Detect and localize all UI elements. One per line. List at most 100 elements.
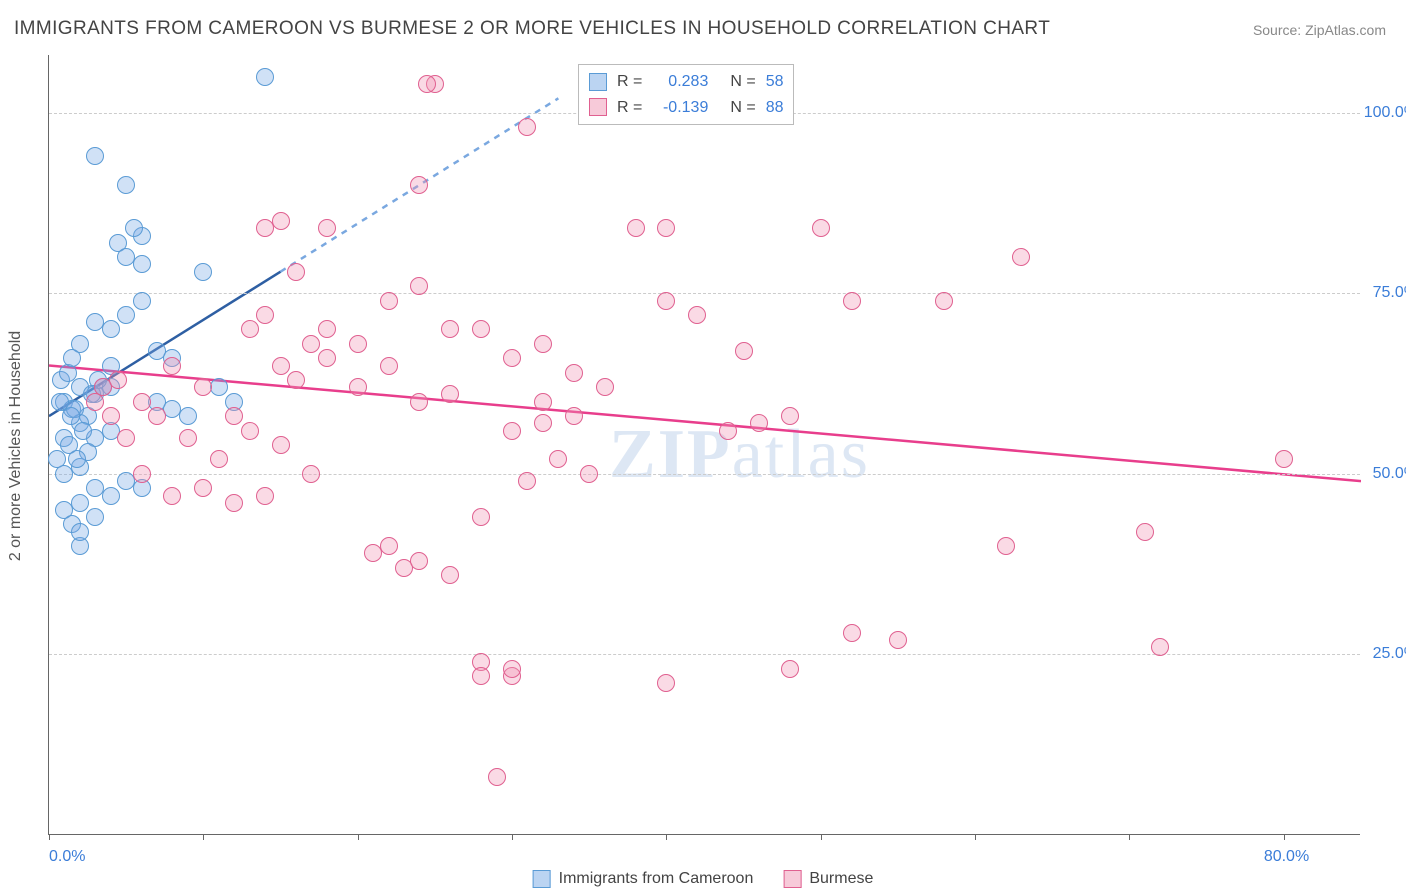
chart-container: IMMIGRANTS FROM CAMEROON VS BURMESE 2 OR… — [0, 0, 1406, 892]
data-point — [472, 320, 490, 338]
data-point — [1151, 638, 1169, 656]
data-point — [488, 768, 506, 786]
r-value: 0.283 — [652, 69, 708, 95]
data-point — [719, 422, 737, 440]
x-tick — [358, 834, 359, 840]
data-point — [272, 436, 290, 454]
data-point — [318, 349, 336, 367]
data-point — [109, 371, 127, 389]
data-point — [102, 320, 120, 338]
data-point — [441, 566, 459, 584]
data-point — [380, 292, 398, 310]
data-point — [349, 378, 367, 396]
y-tick-label: 25.0% — [1373, 645, 1406, 663]
data-point — [657, 674, 675, 692]
y-axis-label: 2 or more Vehicles in Household — [7, 331, 25, 561]
data-point — [194, 479, 212, 497]
data-point — [410, 393, 428, 411]
data-point — [380, 537, 398, 555]
data-point — [657, 292, 675, 310]
data-point — [750, 414, 768, 432]
stats-legend-box: R =0.283N =58R =-0.139N =88 — [578, 64, 794, 125]
n-value: 88 — [766, 95, 784, 121]
data-point — [549, 450, 567, 468]
data-point — [843, 292, 861, 310]
data-point — [565, 407, 583, 425]
data-point — [580, 465, 598, 483]
data-point — [133, 292, 151, 310]
data-point — [225, 494, 243, 512]
r-label: R = — [617, 69, 642, 95]
data-point — [71, 523, 89, 541]
data-point — [287, 371, 305, 389]
n-label: N = — [730, 95, 755, 121]
data-point — [125, 219, 143, 237]
data-point — [410, 552, 428, 570]
data-point — [781, 660, 799, 678]
stats-row: R =-0.139N =88 — [589, 95, 783, 121]
data-point — [272, 212, 290, 230]
data-point — [441, 385, 459, 403]
y-tick-label: 50.0% — [1373, 465, 1406, 483]
data-point — [71, 494, 89, 512]
data-point — [117, 306, 135, 324]
n-label: N = — [730, 69, 755, 95]
data-point — [163, 357, 181, 375]
x-tick — [1129, 834, 1130, 840]
y-tick-label: 75.0% — [1373, 284, 1406, 302]
data-point — [256, 487, 274, 505]
data-point — [596, 378, 614, 396]
data-point — [148, 407, 166, 425]
data-point — [117, 176, 135, 194]
data-point — [534, 414, 552, 432]
n-value: 58 — [766, 69, 784, 95]
data-point — [48, 450, 66, 468]
data-point — [472, 508, 490, 526]
legend-label: Immigrants from Cameroon — [559, 870, 754, 888]
data-point — [441, 320, 459, 338]
x-tick — [512, 834, 513, 840]
data-point — [418, 75, 436, 93]
data-point — [86, 508, 104, 526]
data-point — [302, 465, 320, 483]
data-point — [889, 631, 907, 649]
data-point — [272, 357, 290, 375]
data-point — [256, 306, 274, 324]
data-point — [133, 255, 151, 273]
data-point — [62, 407, 80, 425]
data-point — [63, 349, 81, 367]
data-point — [410, 176, 428, 194]
data-point — [735, 342, 753, 360]
data-point — [657, 219, 675, 237]
data-point — [194, 378, 212, 396]
legend-swatch — [783, 870, 801, 888]
data-point — [86, 147, 104, 165]
data-point — [565, 364, 583, 382]
legend-swatch — [589, 98, 607, 116]
chart-title: IMMIGRANTS FROM CAMEROON VS BURMESE 2 OR… — [14, 18, 1050, 40]
data-point — [287, 263, 305, 281]
data-point — [256, 68, 274, 86]
x-tick — [1284, 834, 1285, 840]
data-point — [472, 667, 490, 685]
legend-swatch — [533, 870, 551, 888]
grid-line-horizontal — [49, 293, 1360, 294]
source-label: Source: ZipAtlas.com — [1253, 22, 1386, 38]
data-point — [503, 349, 521, 367]
data-point — [163, 487, 181, 505]
x-tick — [666, 834, 667, 840]
data-point — [349, 335, 367, 353]
r-label: R = — [617, 95, 642, 121]
legend-item: Immigrants from Cameroon — [533, 870, 754, 888]
y-tick-label: 100.0% — [1364, 104, 1406, 122]
data-point — [225, 407, 243, 425]
data-point — [318, 320, 336, 338]
data-point — [534, 393, 552, 411]
data-point — [843, 624, 861, 642]
data-point — [503, 660, 521, 678]
data-point — [241, 320, 259, 338]
data-point — [179, 407, 197, 425]
data-point — [133, 465, 151, 483]
bottom-legend: Immigrants from CameroonBurmese — [533, 870, 874, 888]
x-tick — [975, 834, 976, 840]
